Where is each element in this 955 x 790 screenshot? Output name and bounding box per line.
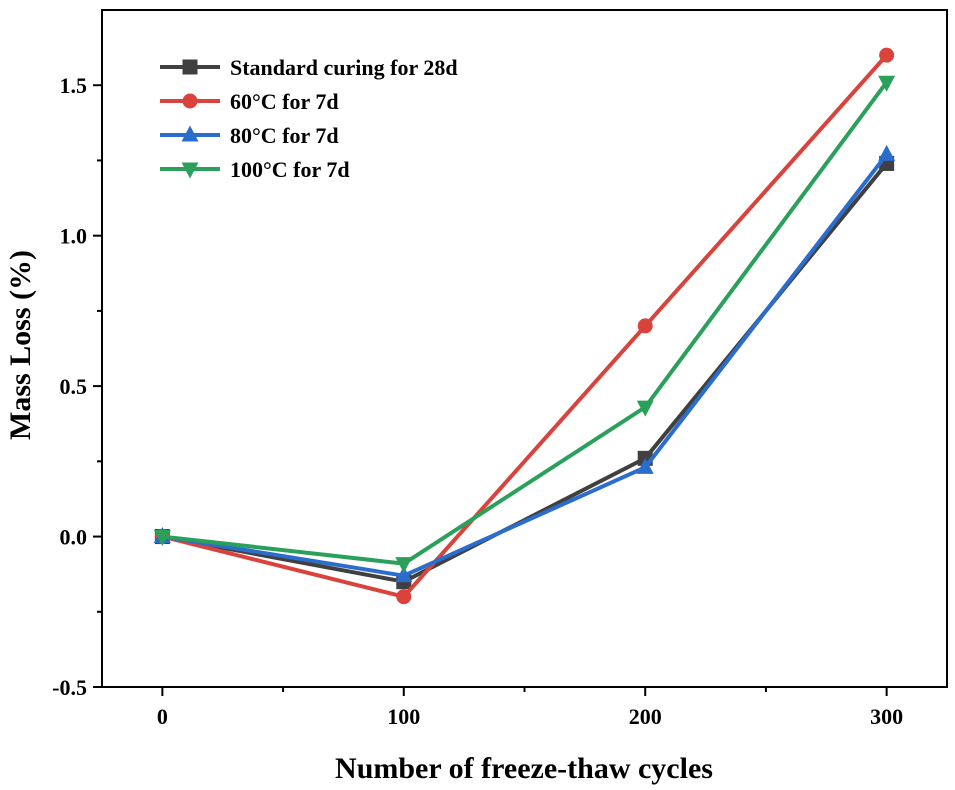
series-3 — [153, 75, 896, 574]
y-tick-label: 0.5 — [60, 374, 88, 399]
legend-label: 80°C for 7d — [230, 123, 339, 148]
legend-marker — [182, 59, 198, 75]
legend-label: 100°C for 7d — [230, 157, 350, 182]
axis-ticks: 0 100 200 300 -0.5 0.0 0.5 1.0 1.5 — [52, 73, 903, 729]
data-point — [636, 400, 654, 417]
data-point — [153, 530, 171, 547]
x-tick-label: 300 — [870, 704, 903, 729]
data-point — [396, 589, 412, 605]
y-tick-label: 0.0 — [60, 525, 88, 550]
x-tick-label: 0 — [157, 704, 168, 729]
series-line — [161, 53, 889, 599]
series-2 — [153, 144, 896, 583]
legend-item: 100°C for 7d — [160, 157, 350, 182]
plot-frame — [101, 9, 948, 688]
series-line — [162, 81, 889, 566]
data-point — [879, 47, 895, 63]
data-point — [395, 557, 413, 574]
legend-marker — [182, 93, 198, 109]
legend-item: 60°C for 7d — [160, 89, 339, 114]
y-tick-label: -0.5 — [52, 675, 87, 700]
legend-marker — [181, 125, 199, 142]
data-point — [878, 144, 896, 161]
legend-item: Standard curing for 28d — [160, 55, 458, 80]
legend-label: Standard curing for 28d — [230, 55, 458, 80]
series-line — [162, 153, 889, 578]
y-tick-label: 1.0 — [60, 224, 88, 249]
y-tick-label: 1.5 — [60, 73, 88, 98]
legend-item: 80°C for 7d — [160, 123, 339, 148]
series-layer — [153, 47, 896, 605]
data-point — [878, 75, 896, 92]
legend-marker — [181, 162, 199, 179]
data-point — [637, 318, 653, 334]
x-tick-label: 200 — [629, 704, 662, 729]
x-axis-title: Number of freeze-thaw cycles — [335, 752, 713, 785]
legend-label: 60°C for 7d — [230, 89, 339, 114]
legend: Standard curing for 28d 60°C for 7d 80°C f… — [160, 55, 458, 182]
data-point — [395, 566, 413, 583]
data-point — [636, 457, 654, 474]
y-axis-title: Mass Loss (%) — [4, 250, 37, 440]
x-tick-label: 100 — [387, 704, 420, 729]
